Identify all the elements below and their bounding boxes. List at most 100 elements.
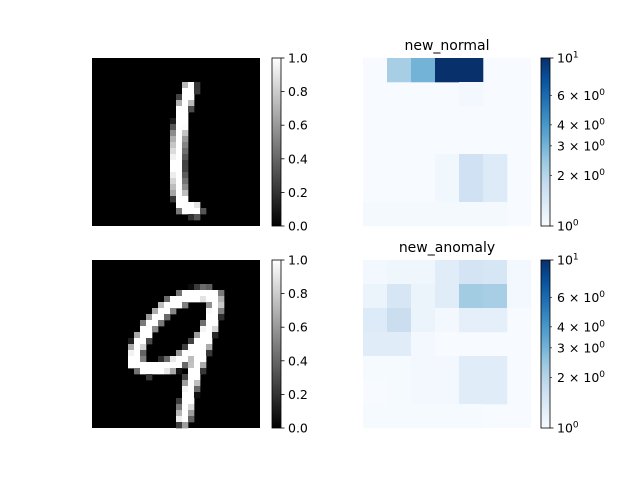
image-pixel	[194, 392, 201, 399]
image-pixel	[194, 296, 201, 303]
image-pixel	[158, 356, 165, 363]
image-pixel	[182, 178, 189, 185]
image-pixel	[182, 82, 189, 89]
image-pixel	[188, 404, 195, 411]
image-pixel	[188, 392, 195, 399]
image-pixel	[134, 338, 141, 345]
image-pixel	[188, 284, 195, 291]
image-pixel	[194, 332, 201, 339]
image-pixel	[200, 290, 207, 297]
heatmap-cell	[483, 154, 508, 179]
image-pixel	[146, 332, 153, 339]
colorbar	[540, 57, 551, 227]
image-pixel	[134, 356, 141, 363]
image-pixel	[194, 338, 201, 345]
heatmap-cell	[459, 154, 484, 179]
image-pixel	[170, 148, 177, 155]
colorbar-tick-label: 0.6	[288, 118, 308, 133]
image-pixel	[194, 386, 201, 393]
image-pixel	[176, 404, 183, 411]
image-pixel	[188, 368, 195, 375]
image-pixel	[140, 326, 147, 333]
image-pixel	[176, 166, 183, 173]
image-pixel	[128, 344, 135, 351]
image-pixel	[194, 208, 201, 215]
heatmap-cell	[387, 356, 412, 381]
image-pixel	[134, 350, 141, 357]
image-pixel	[140, 344, 147, 351]
image-pixel	[194, 284, 201, 291]
colorbar-tick-label: 100	[557, 219, 579, 234]
image-pixel	[176, 148, 183, 155]
image-pixel	[200, 356, 207, 363]
image-pixel	[170, 154, 177, 161]
image-pixel	[176, 190, 183, 197]
image-pixel	[170, 166, 177, 173]
image-pixel	[206, 344, 213, 351]
image-pixel	[194, 202, 201, 209]
colorbar-tick-label: 4 × 100	[557, 319, 605, 334]
image-pixel	[170, 136, 177, 143]
image-pixel	[182, 148, 189, 155]
image-pixel	[188, 350, 195, 357]
heatmap-cell	[507, 260, 532, 285]
image-pixel	[164, 308, 171, 315]
image-pixel	[140, 356, 147, 363]
image-pixel	[182, 118, 189, 125]
image-pixel	[140, 368, 147, 375]
image-pixel	[158, 362, 165, 369]
image-pixel	[140, 332, 147, 339]
image-pixel	[188, 290, 195, 297]
image-pixel	[182, 190, 189, 197]
image-pixel	[200, 338, 207, 345]
colorbar-tick-label: 6 × 100	[557, 290, 605, 305]
image-pixel	[212, 326, 219, 333]
image-pixel	[188, 106, 195, 113]
heatmap-cell	[435, 178, 460, 203]
heatmap-cell	[459, 58, 484, 83]
heatmap-cell	[459, 178, 484, 203]
image-pixel	[182, 202, 189, 209]
image-pixel	[188, 362, 195, 369]
image-pixel	[212, 296, 219, 303]
image-pixel	[152, 362, 159, 369]
heatmap-cell	[363, 202, 388, 227]
image-pixel	[188, 296, 195, 303]
image-pixel	[194, 380, 201, 387]
colorbar-tick-label: 1.0	[288, 51, 308, 66]
heatmap-cell	[483, 380, 508, 405]
image-pixel	[128, 350, 135, 357]
image-pixel	[176, 178, 183, 185]
colorbar-tick-label: 0.8	[288, 286, 308, 301]
image-pixel	[200, 368, 207, 375]
image-pixel	[128, 362, 135, 369]
image-pixel	[146, 362, 153, 369]
colorbar-tick-label: 100	[557, 421, 579, 436]
image-pixel	[134, 344, 141, 351]
heatmap-cell	[459, 260, 484, 285]
image-pixel	[170, 130, 177, 137]
image-pixel	[206, 326, 213, 333]
image-pixel	[176, 368, 183, 375]
image-pixel	[182, 422, 189, 429]
image-pixel	[194, 82, 201, 89]
image-pixel	[188, 100, 195, 107]
image-pixel	[182, 106, 189, 113]
image-pixel	[188, 386, 195, 393]
image-pixel	[212, 302, 219, 309]
colorbar-tick-label: 0.0	[288, 421, 308, 436]
colorbar	[271, 259, 282, 429]
image-pixel	[182, 208, 189, 215]
heatmap-cell	[435, 260, 460, 285]
image-pixel	[188, 380, 195, 387]
image-pixel	[158, 320, 165, 327]
image-pixel	[182, 142, 189, 149]
colorbar-tick-label: 101	[557, 253, 579, 268]
heatmap-cell	[387, 404, 412, 429]
image-pixel	[194, 350, 201, 357]
heatmap-cell	[483, 356, 508, 381]
image-pixel	[218, 308, 225, 315]
image-pixel	[188, 344, 195, 351]
image-pixel	[176, 106, 183, 113]
image-pixel	[152, 308, 159, 315]
